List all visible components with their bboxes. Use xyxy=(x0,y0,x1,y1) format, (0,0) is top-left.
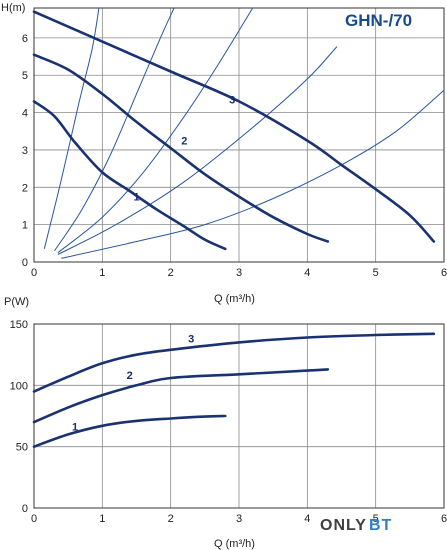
y-tick-label: 2 xyxy=(22,182,28,194)
model-title: GHN-/70 xyxy=(345,11,412,30)
x-tick-label: 6 xyxy=(441,267,447,279)
x-tick-label: 2 xyxy=(168,513,174,525)
y-tick-label: 1 xyxy=(22,220,28,232)
x-tick-label: 1 xyxy=(99,513,105,525)
system-curve xyxy=(43,7,100,250)
curve-label-2: 2 xyxy=(181,135,187,147)
y-tick-label: 6 xyxy=(22,33,28,45)
y-axis-label: P(W) xyxy=(4,296,29,308)
y-tick-label: 3 xyxy=(22,145,28,157)
power-flow-chart: 0 1 2 3 4 5 6 0 50 100 150 P(W) Q (m³/h) 1 2 3 xyxy=(4,296,447,550)
y-tick-label: 0 xyxy=(22,503,28,515)
curve-label-1: 1 xyxy=(72,422,78,434)
system-curve xyxy=(54,7,175,252)
x-tick-label: 0 xyxy=(31,513,37,525)
x-tick-label: 3 xyxy=(236,513,242,525)
x-tick-label: 0 xyxy=(31,267,37,279)
y-tick-label: 50 xyxy=(16,442,28,454)
series-3-line xyxy=(32,10,436,243)
watermark: ONLY BT xyxy=(320,517,392,534)
x-tick-label: 2 xyxy=(168,267,174,279)
system-curve xyxy=(57,46,338,255)
curve-label-2: 2 xyxy=(127,370,133,382)
y-tick-label: 5 xyxy=(22,70,28,82)
series-1-line xyxy=(32,414,227,448)
series-2-line xyxy=(32,368,330,424)
head-flow-chart: 0 1 2 3 4 5 6 0 1 2 3 4 5 6 H(m) Q (m³/h) 1 2 3 xyxy=(1,2,447,305)
x-tick-label: 5 xyxy=(373,267,379,279)
x-tick-label: 1 xyxy=(99,267,105,279)
x-axis-label: Q (m³/h) xyxy=(214,293,255,305)
y-tick-label: 100 xyxy=(10,380,28,392)
system-curve xyxy=(57,7,254,254)
grid xyxy=(34,8,444,262)
y-tick-label: 150 xyxy=(10,319,28,331)
watermark-part1: ONLY xyxy=(320,517,367,534)
x-axis-label: Q (m³/h) xyxy=(214,538,255,550)
x-tick-label: 5 xyxy=(373,513,379,525)
series-3-line xyxy=(32,332,436,393)
y-tick-label: 4 xyxy=(22,108,28,120)
system-curve xyxy=(61,89,445,259)
x-tick-label: 4 xyxy=(304,513,310,525)
x-tick-label: 4 xyxy=(304,267,310,279)
watermark-part2: BT xyxy=(369,517,392,534)
plot-frame xyxy=(33,323,445,509)
series-2-line xyxy=(32,53,330,243)
y-tick-label: 0 xyxy=(22,257,28,269)
y-axis-label: H(m) xyxy=(1,2,25,14)
x-tick-label: 3 xyxy=(236,267,242,279)
grid xyxy=(34,324,444,508)
x-tick-label: 6 xyxy=(441,513,447,525)
series-1-line xyxy=(32,100,227,251)
curve-label-3: 3 xyxy=(229,94,235,106)
curve-label-1: 1 xyxy=(133,191,139,203)
plot-frame xyxy=(33,7,445,263)
curve-label-3: 3 xyxy=(188,333,194,345)
